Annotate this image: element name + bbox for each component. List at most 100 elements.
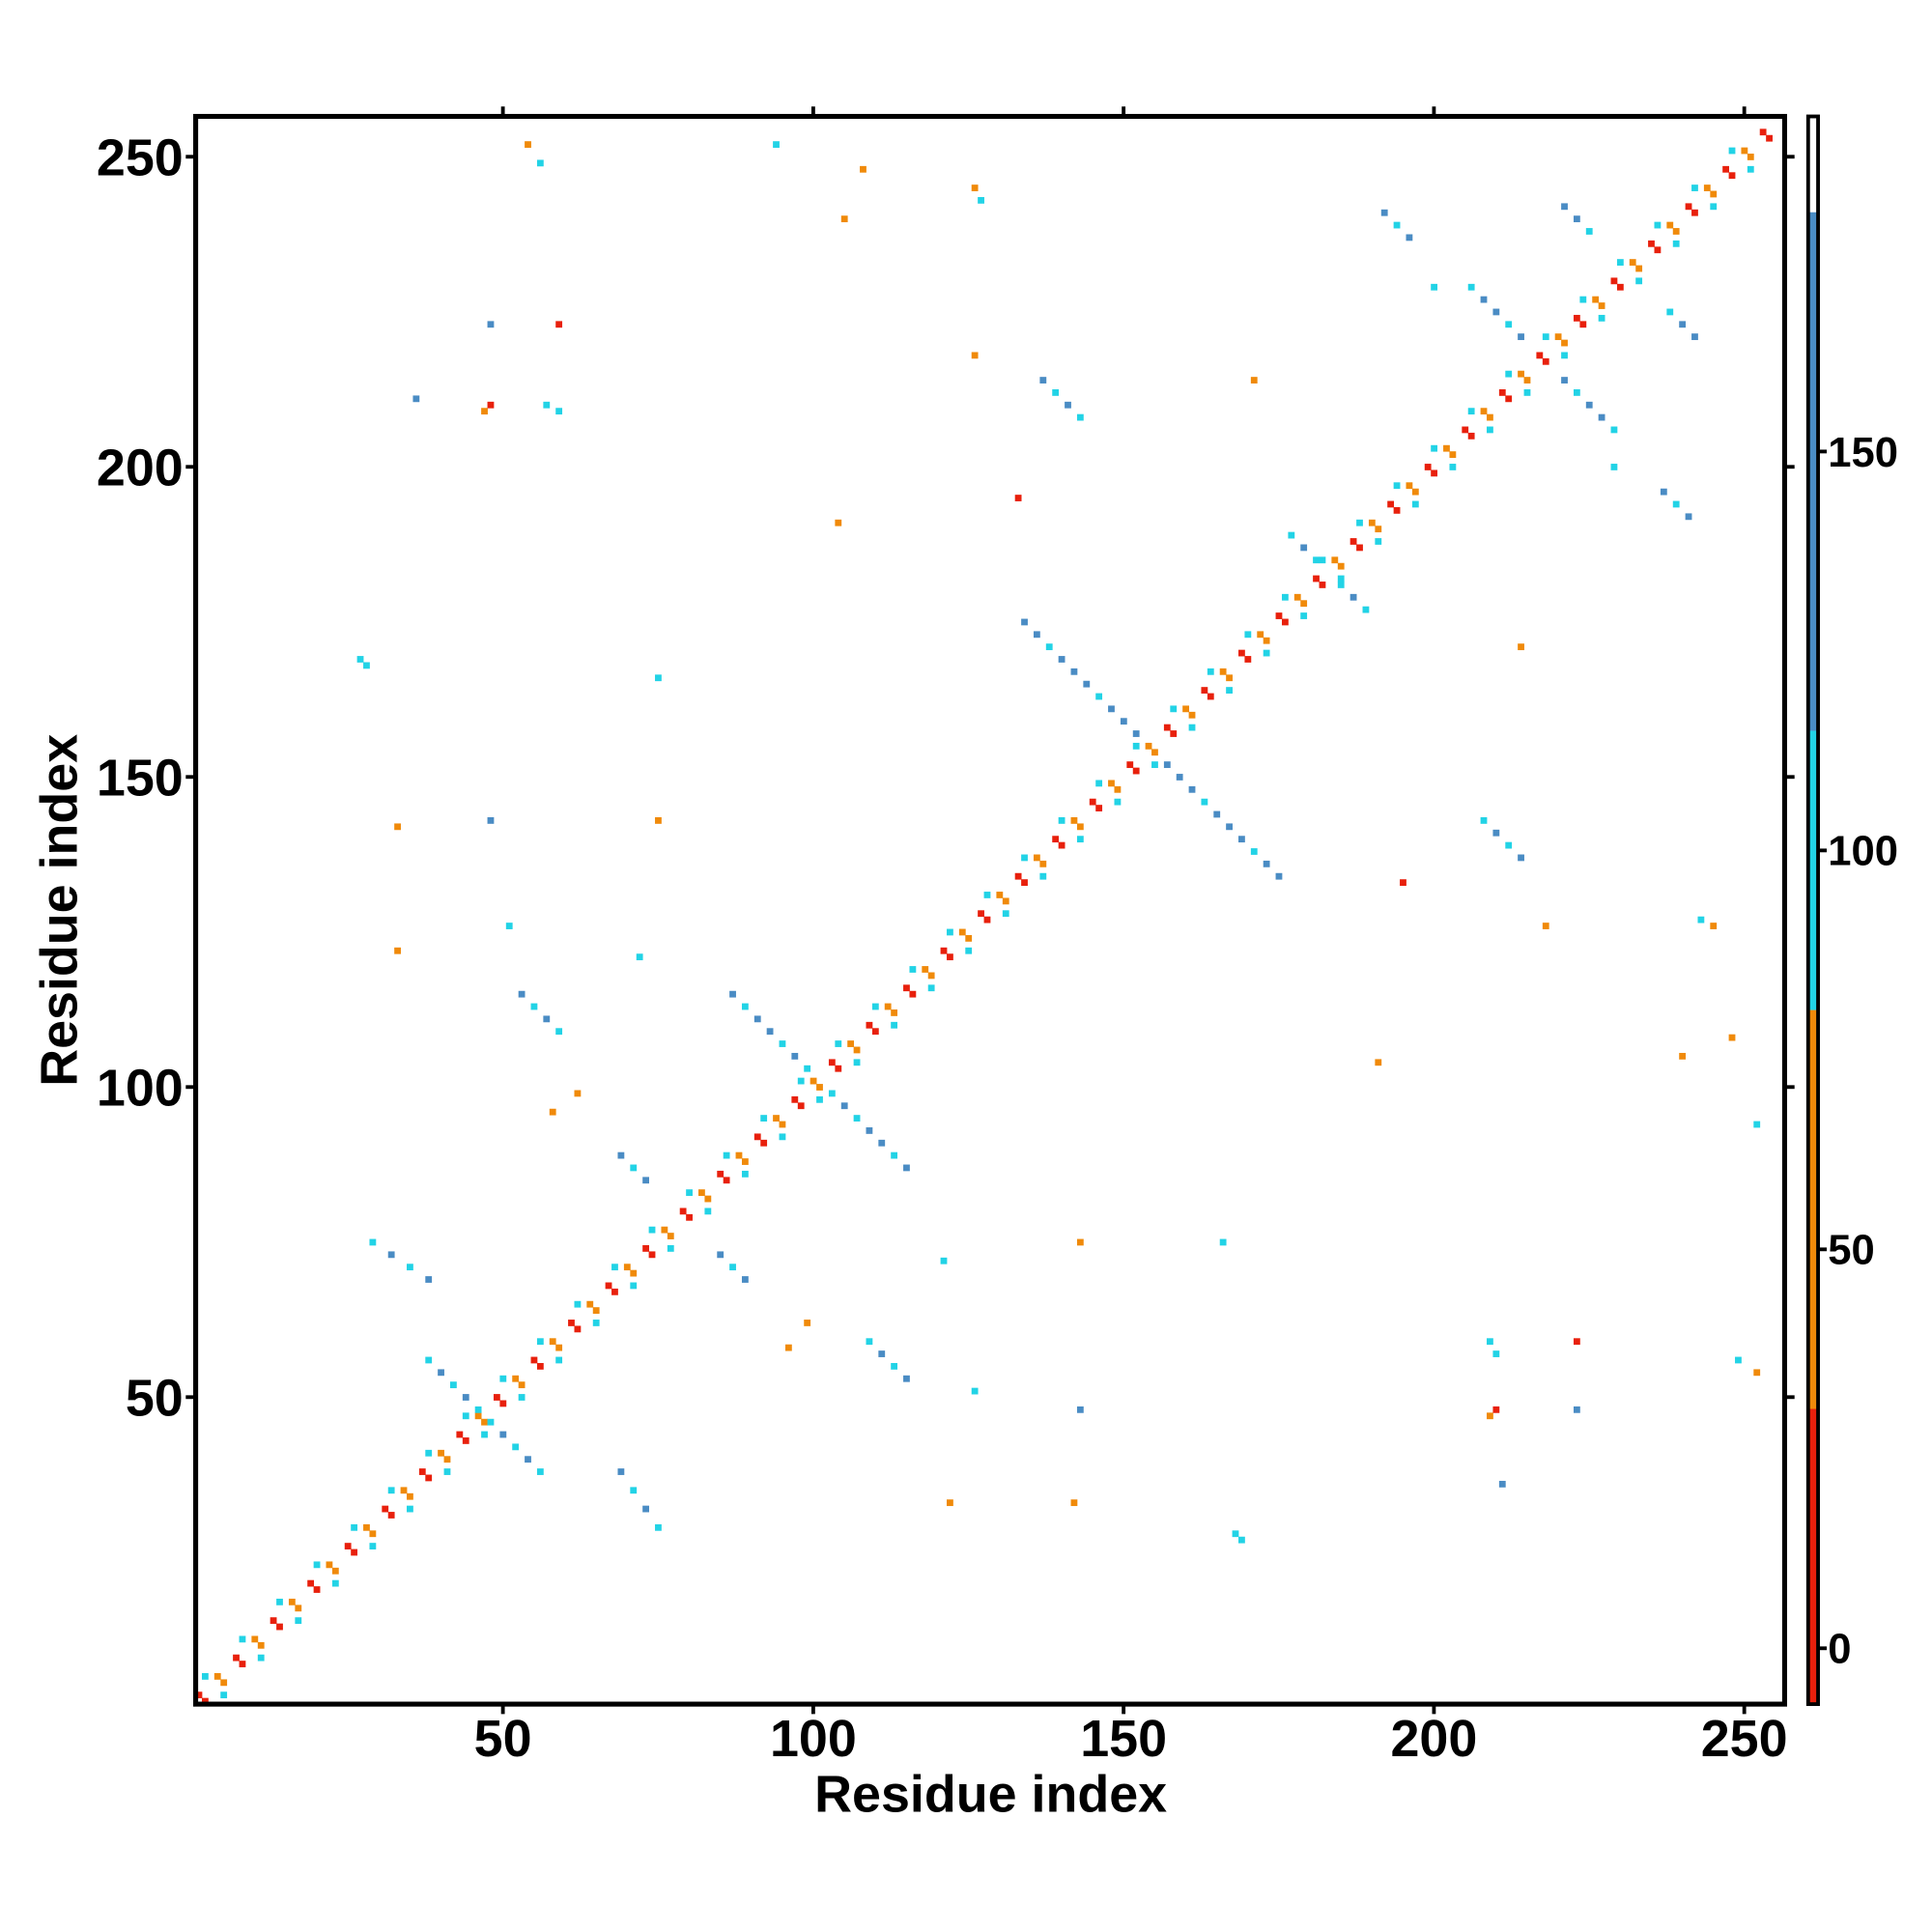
cell <box>1337 575 1345 582</box>
cell <box>481 1418 488 1426</box>
cell <box>351 1523 358 1531</box>
cell <box>351 1548 358 1556</box>
cell <box>369 1530 377 1538</box>
cell <box>1480 408 1488 415</box>
cell <box>387 1512 395 1519</box>
cell <box>1232 1530 1239 1538</box>
cell <box>947 1499 953 1507</box>
cell <box>1672 500 1680 508</box>
cell <box>1487 426 1493 434</box>
cell <box>779 1133 786 1141</box>
cell <box>866 1021 873 1029</box>
cell <box>1635 277 1643 285</box>
cell <box>1492 1406 1500 1413</box>
cell <box>947 928 953 936</box>
cell <box>940 947 948 954</box>
cell <box>1070 817 1078 824</box>
cell <box>400 1487 408 1494</box>
cell <box>1021 618 1028 626</box>
cell <box>784 1344 792 1351</box>
cell <box>1300 600 1308 608</box>
cell <box>853 1046 861 1054</box>
cell <box>1275 872 1283 880</box>
cell <box>425 1474 433 1482</box>
cell <box>1710 923 1718 929</box>
cell <box>927 972 935 980</box>
cell <box>1666 308 1674 316</box>
cell <box>1021 854 1028 862</box>
cell <box>1542 923 1549 929</box>
cell <box>1275 612 1283 619</box>
cell <box>394 823 401 831</box>
cell <box>425 1449 433 1457</box>
y-tick-label: 50 <box>126 1370 184 1428</box>
cell <box>1362 606 1370 613</box>
x-tick-label: 100 <box>770 1710 857 1768</box>
cell <box>555 1356 563 1364</box>
cell <box>1313 556 1320 564</box>
cell <box>1380 209 1388 216</box>
cell <box>213 1673 221 1680</box>
cell <box>474 1412 482 1420</box>
cell <box>1610 426 1618 434</box>
cell <box>487 321 495 328</box>
cell <box>518 990 526 998</box>
cell <box>860 165 867 173</box>
cell <box>313 1586 321 1593</box>
cell <box>835 519 842 526</box>
cell <box>1573 215 1580 223</box>
cell <box>1002 897 1009 905</box>
cell <box>729 1264 736 1271</box>
cell <box>723 1151 730 1159</box>
cell <box>1226 823 1233 831</box>
cell <box>810 1077 817 1085</box>
cell <box>438 1449 444 1457</box>
cell <box>1561 203 1568 211</box>
cell <box>1238 1536 1245 1544</box>
cell <box>940 1257 948 1264</box>
cell <box>1629 259 1636 266</box>
cell <box>1039 377 1047 384</box>
cell <box>1281 593 1289 601</box>
cell <box>1685 513 1692 521</box>
cell <box>605 1282 612 1290</box>
cell <box>1120 718 1127 725</box>
x-axis-title: Residue index <box>814 1766 1167 1824</box>
cell <box>487 401 495 409</box>
cell <box>586 1300 594 1308</box>
cell <box>233 1654 240 1662</box>
cell <box>257 1654 265 1662</box>
cell <box>779 1121 786 1128</box>
cell <box>927 984 935 992</box>
cell <box>1219 668 1227 675</box>
cell <box>1542 357 1549 365</box>
cell <box>331 1579 339 1587</box>
cell <box>1039 872 1047 880</box>
cell <box>1368 519 1376 526</box>
cell <box>1350 593 1357 601</box>
cell <box>418 1468 426 1475</box>
cell <box>804 1065 811 1072</box>
cell <box>642 1177 649 1184</box>
cell <box>195 1691 203 1699</box>
cell <box>493 1394 500 1401</box>
cell <box>1201 798 1208 806</box>
cell <box>382 1505 389 1513</box>
cell <box>1238 649 1245 657</box>
cell <box>407 1264 413 1271</box>
cell <box>729 990 736 998</box>
colorbar-segment <box>1807 1408 1819 1705</box>
cell <box>667 1245 674 1252</box>
cell <box>1424 464 1432 470</box>
cell <box>462 1394 469 1401</box>
cell <box>1319 582 1326 588</box>
cell <box>1766 134 1773 142</box>
cell <box>1579 296 1587 303</box>
cell <box>1518 370 1524 378</box>
cell <box>1710 203 1718 211</box>
cell <box>723 1177 730 1184</box>
cell <box>1313 575 1320 582</box>
cell <box>1244 656 1252 663</box>
cell <box>1691 185 1698 191</box>
cell <box>1759 128 1767 136</box>
